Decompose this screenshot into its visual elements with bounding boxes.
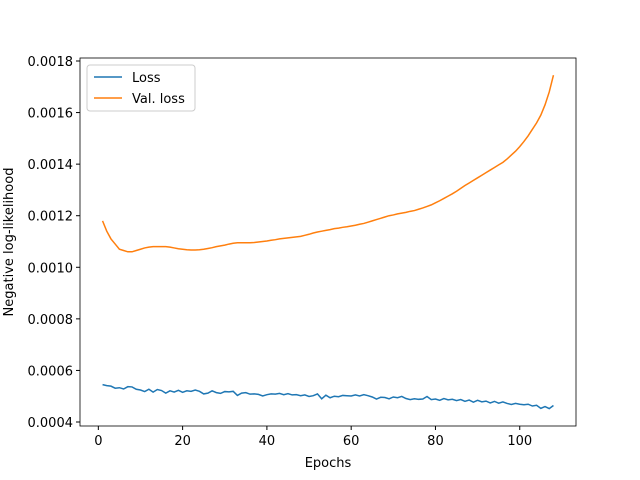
y-tick-label: 0.0018 [28, 55, 74, 70]
x-axis-label: Epochs [305, 456, 352, 471]
x-tick-label: 0 [94, 434, 102, 449]
x-tick-label: 40 [259, 434, 276, 449]
x-tick-label: 60 [343, 434, 360, 449]
legend-label: Loss [132, 71, 161, 86]
y-tick-label: 0.0012 [28, 210, 74, 225]
y-tick-label: 0.0016 [28, 107, 74, 122]
x-tick-label: 80 [427, 434, 444, 449]
axes-frame [79, 57, 577, 427]
y-tick-label: 0.0014 [28, 158, 74, 173]
y-tick-label: 0.0006 [28, 364, 74, 379]
y-tick-label: 0.0010 [28, 261, 74, 276]
y-tick-label: 0.0004 [28, 416, 74, 431]
series-line [102, 383, 554, 410]
y-tick-label: 0.0008 [28, 313, 74, 328]
x-tick-label: 100 [507, 434, 532, 449]
y-axis-label: Negative log-likelihood [2, 168, 17, 317]
x-tick-label: 20 [174, 434, 191, 449]
series-line [101, 74, 555, 253]
legend-label: Val. loss [132, 92, 185, 107]
